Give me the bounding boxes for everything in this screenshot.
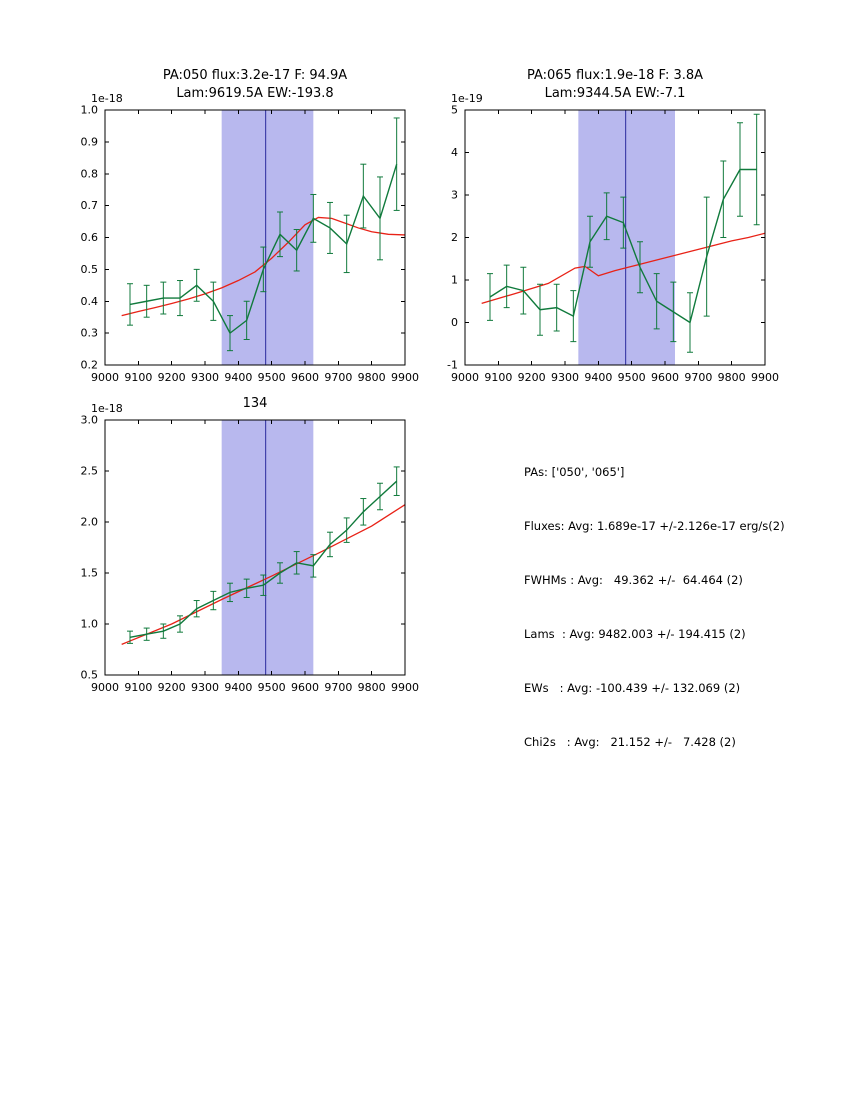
y-tick-label: 0.3: [81, 327, 99, 340]
chart-title: Lam:9619.5A EW:-193.8: [176, 86, 333, 101]
x-tick-label: 9400: [224, 371, 252, 384]
y-tick-label: 0.7: [81, 199, 99, 212]
y-tick-label: 5: [451, 104, 458, 117]
y-tick-label: 0.2: [81, 359, 99, 372]
x-tick-label: 9200: [158, 371, 186, 384]
fit-line: [121, 216, 406, 317]
chart-134: 9000 9100 9200 9300 9400 9500 9600 9700 9800 9900…: [81, 396, 420, 694]
x-tick-label: 9800: [358, 681, 386, 694]
stats-line-chi2s: Chi2s : Avg: 21.152 +/- 7.428 (2): [524, 735, 736, 749]
y-tick-label: 4: [451, 146, 458, 159]
y-tick-label: 3.0: [81, 414, 99, 427]
stats-line-lams: Lams : Avg: 9482.003 +/- 194.415 (2): [524, 627, 746, 641]
y-tick-label: 0: [451, 316, 458, 329]
chart-pa050: 9000 9100 9200 9300 9400 9500 9600 9700 9800 9900…: [81, 68, 420, 384]
x-tick-label: 9000: [91, 681, 119, 694]
y-tick-label: 0.5: [81, 263, 99, 276]
y-tick-label: -1: [447, 359, 458, 372]
x-tick-label: 9300: [551, 371, 579, 384]
x-tick-label: 9900: [391, 681, 419, 694]
x-tick-label: 9400: [584, 371, 612, 384]
x-tick-label: 9200: [518, 371, 546, 384]
x-tick-label: 9800: [718, 371, 746, 384]
y-tick-label: 0.4: [81, 295, 99, 308]
y-tick-label: 0.5: [81, 669, 99, 682]
axes-frame: [104, 419, 406, 676]
x-tick-label: 9500: [258, 681, 286, 694]
x-tick-label: 9700: [324, 681, 352, 694]
x-tick-label: 9900: [751, 371, 779, 384]
x-tick-label: 9400: [224, 681, 252, 694]
selection-band: [221, 110, 314, 365]
x-tick-label: 9700: [684, 371, 712, 384]
x-tick-label: 9700: [324, 371, 352, 384]
y-tick-label: 2: [451, 231, 458, 244]
chart-title: PA:050 flux:3.2e-17 F: 94.9A: [163, 68, 347, 83]
chart-title: PA:065 flux:1.9e-18 F: 3.8A: [527, 68, 703, 83]
x-tick-label: 9300: [191, 371, 219, 384]
x-tick-label: 9500: [258, 371, 286, 384]
x-tick-label: 9600: [651, 371, 679, 384]
data-line: [129, 480, 398, 638]
y-tick-label: 0.9: [81, 135, 99, 148]
y-tick-label: 2.5: [81, 465, 99, 478]
fit-line: [121, 504, 406, 646]
stats-line-pas: PAs: ['050', '065']: [524, 465, 625, 479]
y-tick-label: 3: [451, 189, 458, 202]
stats-line-fwhms: FWHMs : Avg: 49.362 +/- 64.464 (2): [524, 573, 743, 587]
y-tick-label: 0.8: [81, 167, 99, 180]
data-line: [129, 163, 398, 335]
x-tick-label: 9100: [124, 371, 152, 384]
data-line: [489, 168, 757, 324]
y-tick-label: 1: [451, 274, 458, 287]
x-tick-label: 9000: [91, 371, 119, 384]
y-axis-offset-label: 1e-18: [91, 92, 123, 105]
y-tick-label: 1.0: [81, 618, 99, 631]
y-tick-label: 1.5: [81, 567, 99, 580]
y-tick-label: 1.0: [81, 104, 99, 117]
stats-panel: PAs: ['050', '065'] Fluxes: Avg: 1.689e-…: [524, 431, 785, 783]
y-tick-label: 0.6: [81, 231, 99, 244]
y-axis-offset-label: 1e-19: [451, 92, 483, 105]
chart-pa065: 9000 9100 9200 9300 9400 9500 9600 9700 9800 9900…: [447, 68, 779, 384]
x-tick-label: 9800: [358, 371, 386, 384]
x-tick-label: 9600: [291, 371, 319, 384]
x-tick-label: 9500: [618, 371, 646, 384]
stats-line-fluxes: Fluxes: Avg: 1.689e-17 +/-2.126e-17 erg/…: [524, 519, 785, 533]
chart-title: Lam:9344.5A EW:-7.1: [545, 86, 686, 101]
chart-title: 134: [243, 396, 268, 411]
selection-band: [578, 110, 675, 365]
x-tick-label: 9000: [451, 371, 479, 384]
y-tick-label: 2.0: [81, 516, 99, 529]
x-tick-label: 9100: [124, 681, 152, 694]
y-axis-offset-label: 1e-18: [91, 402, 123, 415]
x-tick-label: 9300: [191, 681, 219, 694]
selection-band: [221, 420, 314, 675]
x-tick-label: 9200: [158, 681, 186, 694]
stats-line-ews: EWs : Avg: -100.439 +/- 132.069 (2): [524, 681, 741, 695]
x-tick-label: 9100: [484, 371, 512, 384]
x-tick-label: 9900: [391, 371, 419, 384]
x-tick-label: 9600: [291, 681, 319, 694]
